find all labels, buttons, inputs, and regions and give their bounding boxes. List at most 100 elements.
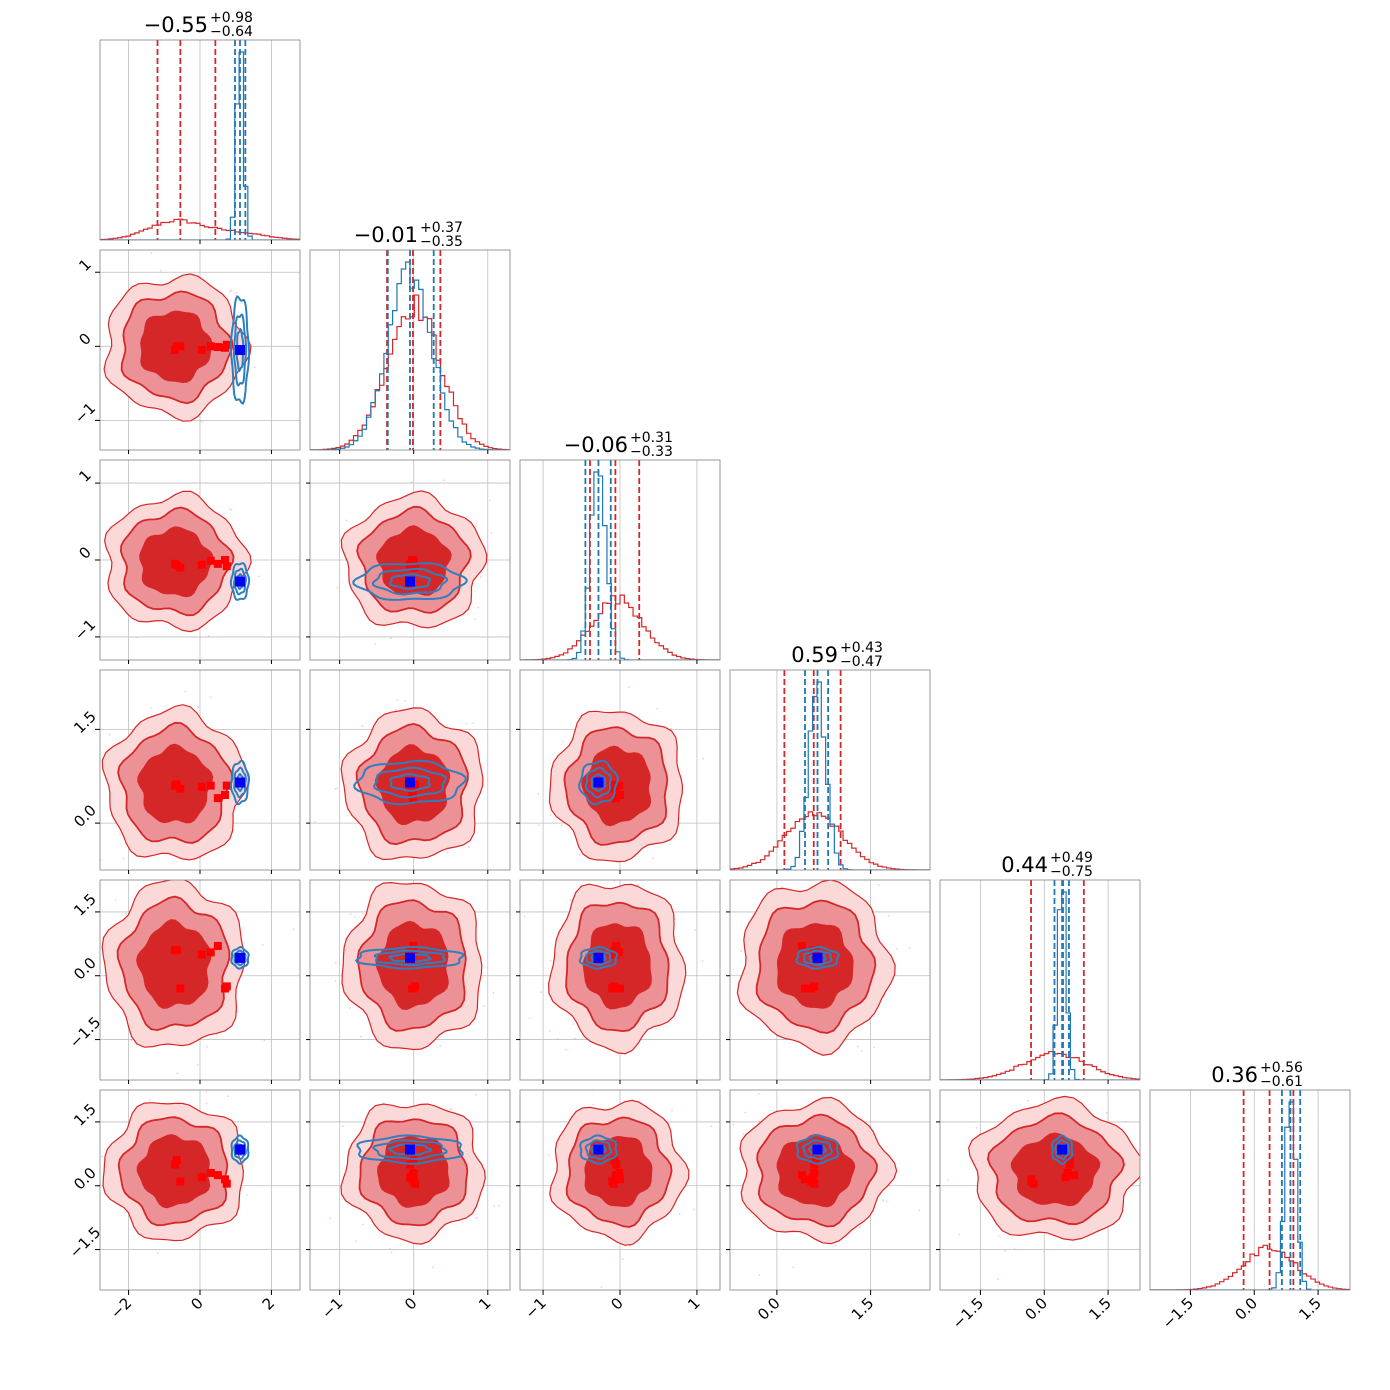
red-sample-dot	[446, 851, 449, 854]
red-sample-dot	[355, 1240, 358, 1243]
red-marker	[206, 948, 215, 957]
blue-contour-level-1	[353, 759, 467, 806]
red-marker	[222, 781, 231, 790]
blue-contour-level-2	[1054, 1139, 1071, 1160]
truth-marker	[593, 1144, 604, 1155]
x-tick-label: 1.5	[1085, 1294, 1115, 1324]
red-sample-dot	[360, 1035, 362, 1038]
red-sample-dot	[523, 915, 526, 918]
red-sample-dot	[442, 479, 445, 482]
red-marker	[801, 984, 809, 993]
red-sample-dot	[560, 824, 563, 827]
panel-title-plus-3: +0.31	[630, 430, 673, 446]
red-sample-dot	[537, 824, 540, 827]
red-marker	[176, 984, 185, 993]
blue-contour-level-1	[229, 562, 251, 601]
blue-contour-level-2	[233, 766, 247, 799]
panel-title-minus-2: −0.35	[420, 234, 463, 250]
panel-frame	[309, 879, 511, 1081]
blue-contour-level-1	[230, 1134, 250, 1165]
panel-frame	[729, 879, 931, 1081]
red-marker	[221, 556, 229, 564]
truth-marker	[405, 952, 415, 963]
red-sample-dot	[636, 884, 639, 886]
x-tick-label: 0.0	[1021, 1294, 1051, 1324]
truth-marker	[235, 345, 245, 355]
panel-5-0	[90, 1089, 301, 1291]
red-sample-dot	[674, 918, 676, 921]
red-sample-dot	[474, 525, 477, 528]
red-sample-dot	[394, 708, 397, 711]
red-marker	[1065, 1160, 1074, 1169]
y-tick-label: −1.5	[66, 1223, 104, 1261]
red-sample-dot	[88, 523, 90, 525]
blue-histogram	[310, 261, 510, 450]
red-sample-dot	[651, 857, 654, 860]
y-tick-label: 0.0	[70, 801, 100, 831]
panel-title-3: −0.06	[564, 433, 628, 457]
panel-title-minus-4: −0.47	[840, 654, 883, 670]
red-sample-dot	[700, 1234, 702, 1236]
red-sample-dot	[709, 1125, 712, 1128]
blue-contour-level-2	[584, 1139, 613, 1160]
red-contour-level-3	[136, 919, 212, 1009]
blue-contour-level-2	[802, 949, 833, 967]
red-sample-dot	[1177, 1182, 1179, 1184]
y-tick-label: −1	[71, 399, 99, 427]
panel-title-plus-2: +0.37	[420, 220, 463, 236]
red-marker	[221, 343, 229, 352]
blue-contour-level-3	[389, 773, 431, 792]
red-sample-dot	[958, 1233, 961, 1236]
truth-marker	[235, 952, 245, 963]
red-marker	[1063, 1168, 1072, 1177]
red-sample-dot	[90, 1165, 92, 1167]
x-tick-label: 0	[607, 1294, 626, 1313]
blue-contour-level-3	[387, 1143, 433, 1156]
red-marker	[611, 950, 620, 959]
red-sample-dot	[475, 1093, 477, 1096]
red-sample-dot	[477, 606, 480, 609]
red-sample-dot	[516, 744, 518, 746]
red-marker	[221, 1175, 229, 1184]
red-sample-dot	[108, 733, 111, 736]
red-sample-dot	[253, 366, 256, 369]
panel-2-0	[88, 459, 301, 661]
red-sample-dot	[859, 1226, 861, 1228]
red-marker	[176, 1177, 185, 1186]
truth-marker	[812, 1144, 823, 1155]
red-sample-dot	[549, 959, 552, 962]
red-sample-dot	[336, 586, 339, 589]
panel-5-2	[510, 1089, 721, 1291]
panel-3-2	[516, 669, 721, 889]
red-sample-dot	[334, 980, 337, 982]
red-sample-dot	[361, 725, 364, 727]
panel-2-2	[519, 459, 721, 661]
red-sample-dot	[305, 553, 307, 555]
red-marker	[616, 791, 624, 799]
x-tick-label: 0.0	[1231, 1294, 1261, 1324]
red-sample-dot	[246, 1194, 249, 1196]
red-sample-dot	[569, 899, 572, 902]
blue-contour-level-2	[373, 766, 447, 799]
red-sample-dot	[510, 1155, 512, 1157]
panel-title-plus-5: +0.49	[1050, 850, 1093, 866]
panel-5-4	[939, 1089, 1179, 1291]
red-marker	[197, 950, 206, 959]
red-marker	[213, 1171, 222, 1180]
red-sample-dot	[701, 959, 704, 962]
red-sample-dot	[292, 928, 295, 931]
red-marker	[810, 1168, 819, 1177]
red-marker	[1029, 1179, 1038, 1188]
red-sample-dot	[439, 1045, 442, 1047]
red-sample-dot	[562, 740, 565, 743]
red-marker	[213, 343, 222, 352]
red-sample-dot	[348, 1006, 351, 1009]
red-sample-dot	[450, 1108, 453, 1111]
red-sample-dot	[536, 887, 538, 889]
blue-contour-level-2	[584, 766, 612, 799]
red-sample-dot	[877, 883, 880, 886]
red-sample-dot	[613, 880, 616, 883]
red-sample-dot	[547, 1154, 550, 1157]
red-histogram	[520, 594, 720, 660]
red-sample-dot	[885, 1200, 888, 1203]
